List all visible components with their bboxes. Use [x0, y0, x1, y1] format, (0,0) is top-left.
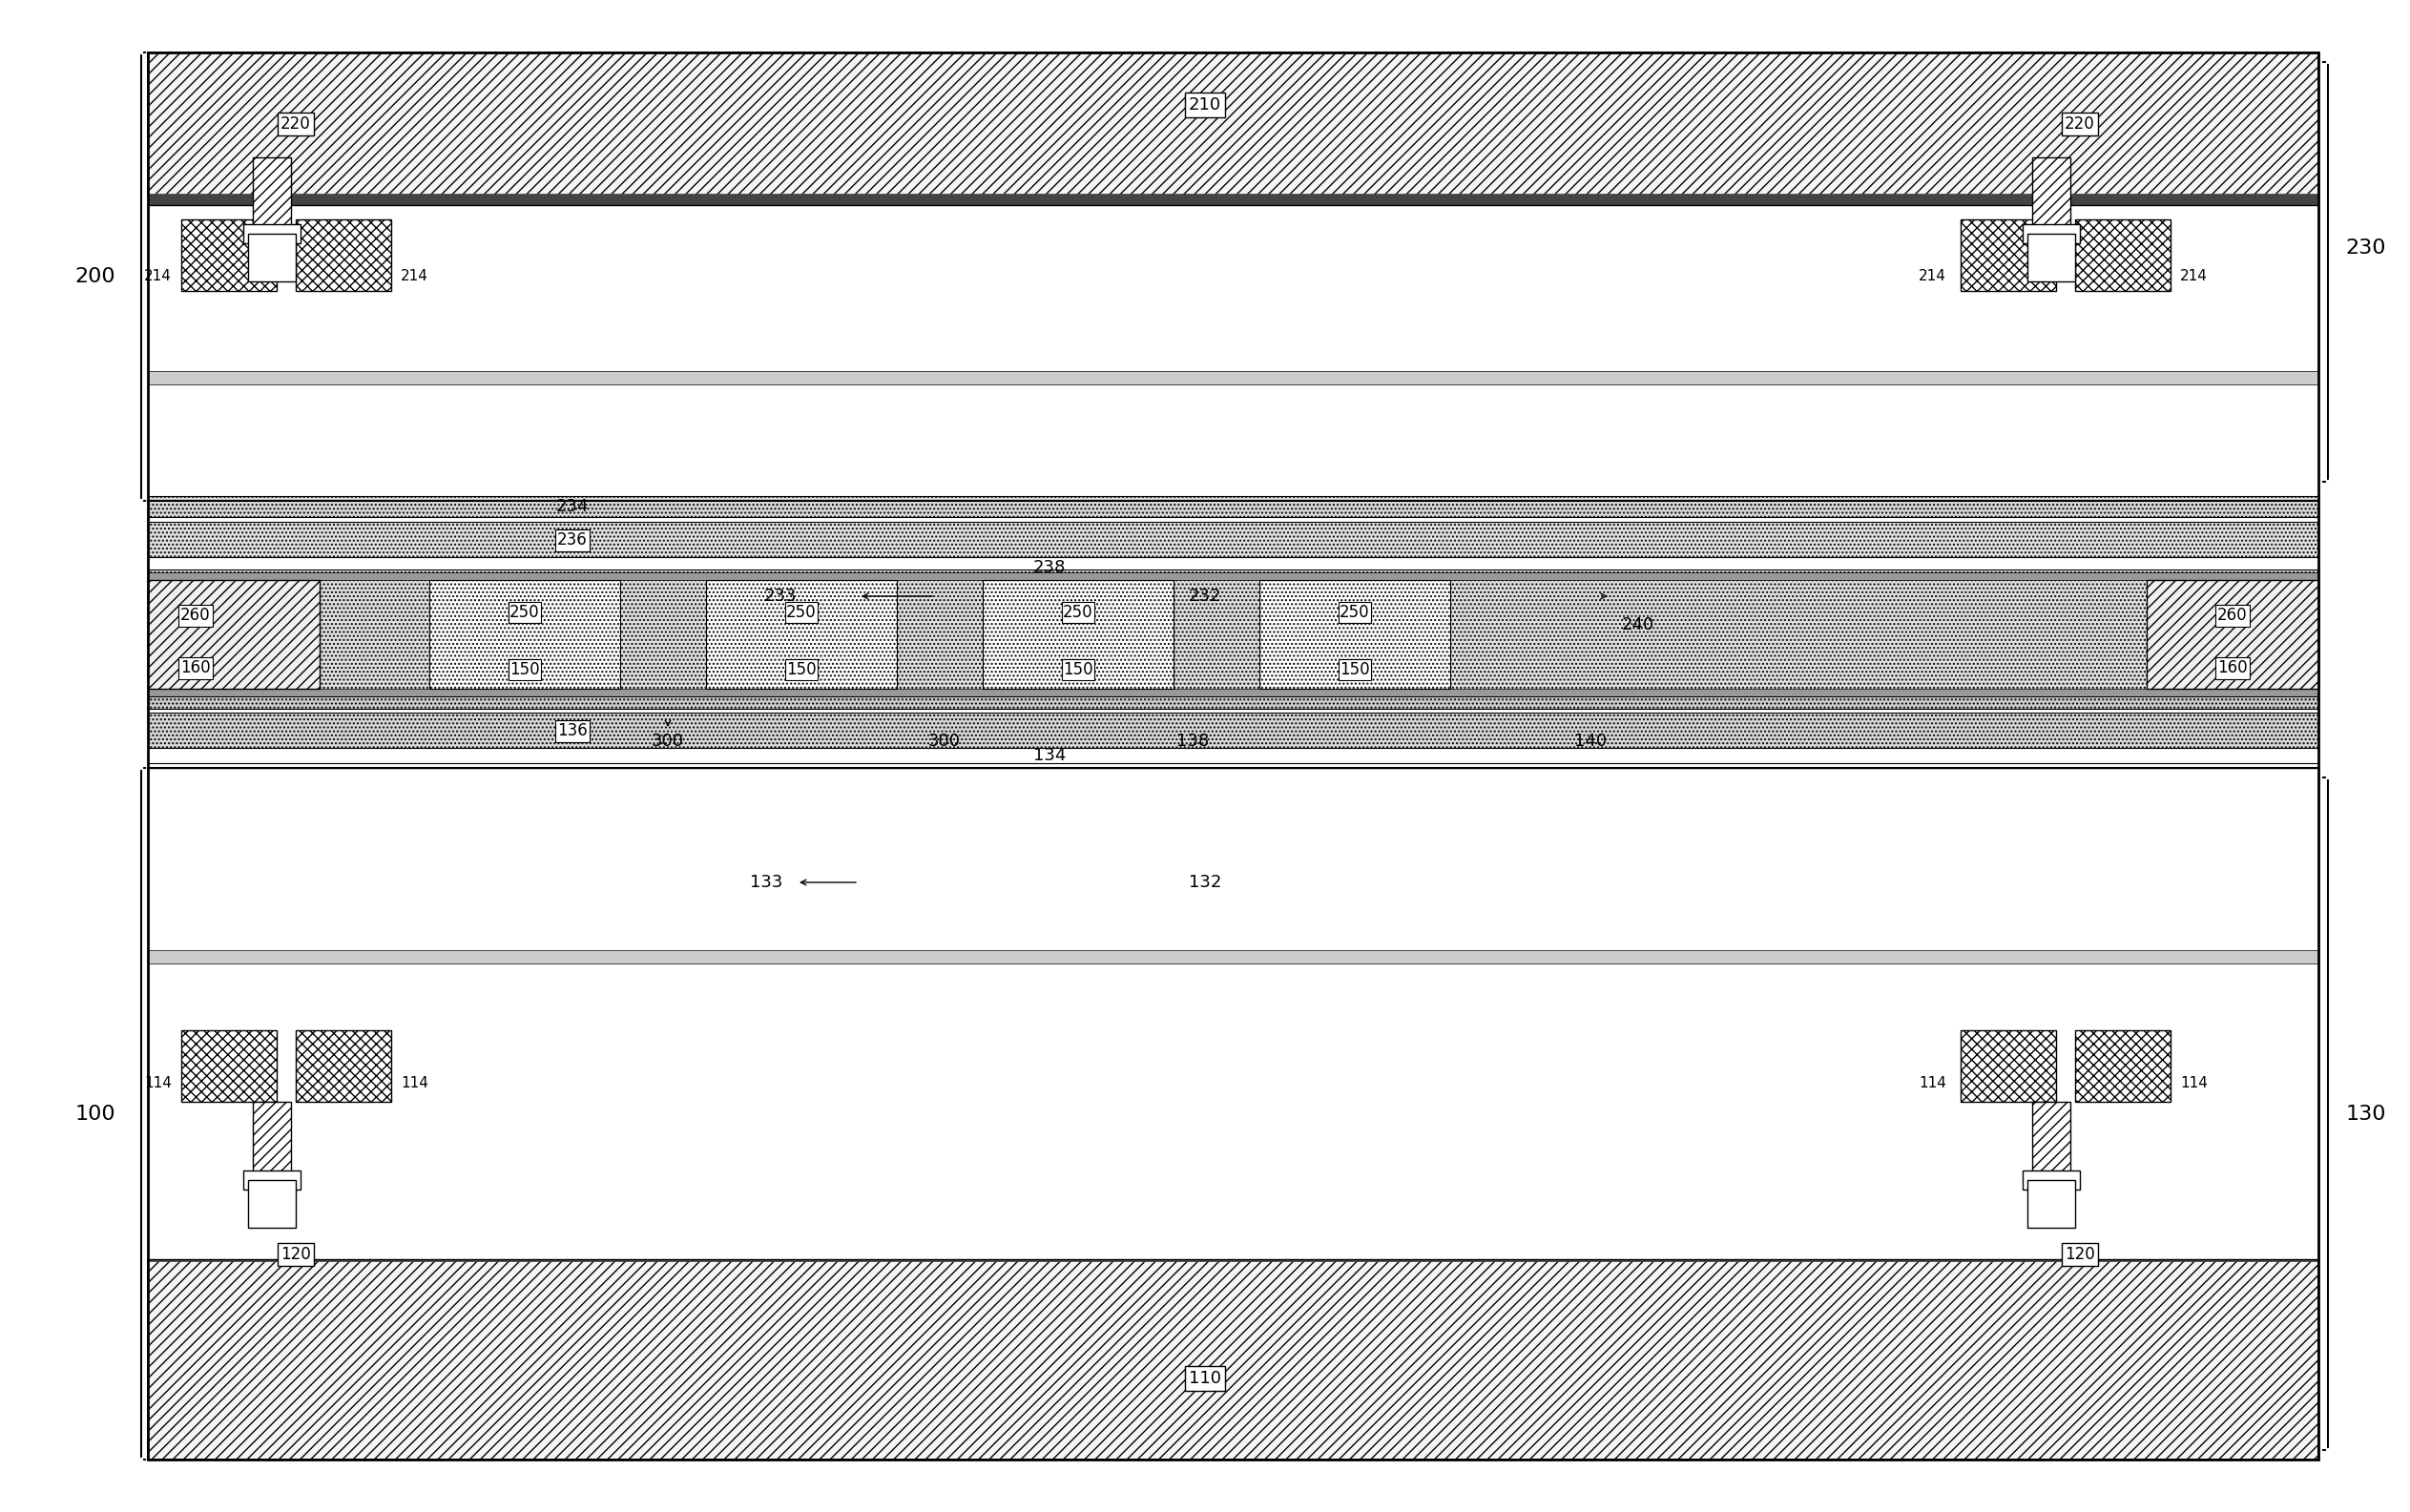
Text: 214: 214	[2181, 269, 2208, 284]
Text: 214: 214	[400, 269, 429, 284]
Bar	[2027, 1179, 2075, 1228]
Bar	[147, 194, 2318, 206]
Bar	[147, 581, 321, 689]
Text: 238: 238	[1034, 559, 1065, 576]
Text: 220: 220	[2065, 115, 2094, 133]
Text: 160: 160	[2217, 659, 2249, 676]
Bar	[147, 697, 2318, 709]
Bar	[2027, 234, 2075, 281]
Text: 260: 260	[2217, 606, 2249, 624]
Bar	[429, 581, 619, 689]
Bar	[147, 950, 2318, 963]
Bar	[147, 556, 2318, 573]
Text: 114: 114	[400, 1075, 429, 1090]
Text: 140: 140	[1574, 733, 1607, 750]
Bar	[147, 370, 2318, 384]
Text: 136: 136	[557, 723, 588, 739]
Bar	[1962, 1030, 2056, 1102]
Text: 150: 150	[1340, 661, 1369, 679]
Text: 120: 120	[2065, 1246, 2094, 1263]
Text: 120: 120	[280, 1246, 311, 1263]
Text: 232: 232	[1188, 588, 1222, 605]
Bar	[2075, 1030, 2171, 1102]
Text: 110: 110	[1188, 1370, 1222, 1387]
Text: 100: 100	[75, 1104, 116, 1123]
Bar	[147, 712, 2318, 748]
Bar	[243, 1170, 301, 1190]
Text: 220: 220	[280, 115, 311, 133]
Bar	[248, 1179, 296, 1228]
Text: 150: 150	[786, 661, 817, 679]
Bar	[2075, 219, 2171, 290]
Text: 300: 300	[928, 733, 962, 750]
Bar	[181, 219, 277, 290]
Bar	[253, 1102, 292, 1178]
Text: 214: 214	[145, 269, 171, 284]
Text: 214: 214	[1918, 269, 1947, 284]
Text: 230: 230	[2345, 239, 2386, 257]
Bar	[147, 53, 2318, 195]
Bar	[2147, 581, 2318, 689]
Text: 234: 234	[557, 497, 588, 516]
Bar	[2032, 1102, 2070, 1178]
Text: 250: 250	[1063, 603, 1094, 621]
Text: 233: 233	[764, 588, 798, 605]
Text: 160: 160	[181, 659, 210, 676]
Bar	[147, 570, 2318, 697]
Bar	[706, 581, 897, 689]
Bar	[181, 1030, 277, 1102]
Text: 200: 200	[75, 268, 116, 286]
Bar	[248, 234, 296, 281]
Bar	[147, 522, 2318, 558]
Bar	[147, 748, 2318, 764]
Text: 250: 250	[1340, 603, 1369, 621]
Bar	[147, 689, 2318, 697]
Bar	[2032, 157, 2070, 234]
Text: 114: 114	[145, 1075, 171, 1090]
Bar	[253, 157, 292, 234]
Text: 300: 300	[651, 733, 684, 750]
Text: 150: 150	[1063, 661, 1094, 679]
Text: 138: 138	[1176, 733, 1210, 750]
Text: 210: 210	[1188, 97, 1222, 113]
Bar	[147, 500, 2318, 682]
Bar	[983, 581, 1174, 689]
Bar	[147, 959, 2318, 1259]
Bar	[147, 573, 2318, 697]
Text: 130: 130	[2345, 1104, 2386, 1123]
Bar	[296, 1030, 390, 1102]
Text: 114: 114	[2181, 1075, 2208, 1090]
Bar	[147, 1247, 2318, 1261]
Text: 250: 250	[786, 603, 817, 621]
Text: 114: 114	[1918, 1075, 1947, 1090]
Text: 240: 240	[1622, 617, 1656, 634]
Bar	[147, 496, 2318, 517]
Bar	[147, 573, 2318, 581]
Text: 236: 236	[557, 531, 588, 549]
Text: 260: 260	[181, 606, 210, 624]
Bar	[243, 224, 301, 243]
Bar	[1260, 581, 1451, 689]
Text: 133: 133	[750, 874, 783, 891]
Bar	[2022, 1170, 2080, 1190]
Text: 250: 250	[509, 603, 540, 621]
Bar	[1962, 219, 2056, 290]
Text: 150: 150	[509, 661, 540, 679]
Bar	[2022, 224, 2080, 243]
Bar	[147, 1259, 2318, 1459]
Text: 134: 134	[1034, 747, 1065, 764]
Bar	[296, 219, 390, 290]
Bar	[147, 768, 2318, 959]
Bar	[147, 206, 2318, 372]
Text: 132: 132	[1188, 874, 1222, 891]
